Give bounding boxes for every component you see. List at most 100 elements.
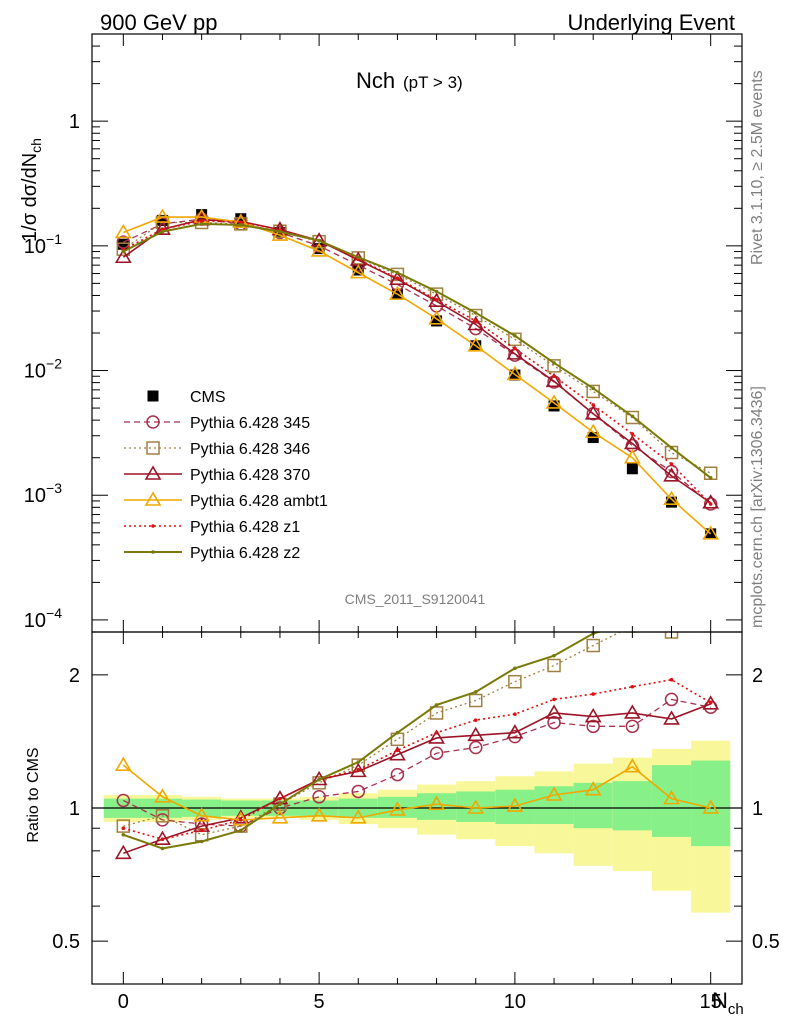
data-point — [548, 400, 560, 412]
main-frame — [91, 33, 743, 633]
data-point — [663, 467, 680, 482]
data-point — [349, 264, 367, 279]
data-point — [506, 365, 524, 381]
header-right: Underlying Event — [567, 10, 735, 35]
x-tick-label: 10 — [504, 991, 526, 1013]
data-point — [545, 394, 563, 409]
data-point — [351, 784, 366, 799]
series-line-z2 — [122, 222, 712, 479]
data-point — [506, 724, 524, 739]
data-point — [708, 475, 713, 480]
data-point — [428, 292, 445, 307]
legend-item-p345: Pythia 6.428 345 — [124, 415, 310, 432]
data-point — [313, 243, 325, 255]
data-point — [547, 658, 561, 673]
data-point — [121, 832, 126, 837]
ratio-y-tick-label: 0.5 — [52, 931, 80, 953]
series-z1 — [121, 219, 713, 506]
ratio-y-tick-label: 2 — [69, 665, 80, 687]
legend-label: Pythia 6.428 345 — [190, 415, 310, 432]
legend-label: CMS — [190, 389, 226, 406]
data-point — [151, 550, 155, 554]
data-point — [114, 248, 132, 264]
data-point — [310, 242, 328, 257]
legend-label: Pythia 6.428 z2 — [190, 545, 300, 562]
data-point — [626, 463, 638, 475]
data-point — [467, 726, 485, 742]
ratio-ylabel: Ratio to CMS — [25, 747, 42, 842]
data-point — [232, 809, 250, 824]
data-point — [117, 238, 129, 250]
main-title-text: Nch — [356, 68, 395, 93]
data-point — [155, 809, 170, 823]
data-point — [702, 494, 720, 509]
data-point — [312, 234, 326, 249]
rivet-label: Rivet 3.1.10, ≥ 2.5M events — [749, 70, 766, 265]
data-point — [352, 264, 364, 276]
data-point — [669, 677, 674, 682]
data-point — [199, 222, 204, 226]
data-point — [630, 684, 635, 689]
series-ambt1 — [114, 208, 720, 540]
data-point — [625, 719, 640, 734]
data-point — [199, 219, 204, 223]
data-point — [584, 405, 602, 420]
data-point — [630, 432, 635, 436]
data-point — [545, 372, 563, 388]
data-point — [395, 748, 400, 753]
data-point — [669, 446, 674, 450]
x-tick-label: 0 — [118, 991, 129, 1013]
data-point — [631, 620, 635, 624]
data-point — [434, 730, 439, 735]
data-point — [663, 490, 680, 505]
stat-band — [534, 786, 574, 825]
y-tick-label: 10−4 — [24, 605, 62, 632]
data-point — [199, 828, 204, 833]
data-point — [513, 333, 517, 338]
x-tick-label: 15 — [700, 991, 722, 1013]
main-ylabel: 1/σ dσ/dNch — [19, 138, 44, 242]
legend-label: Pythia 6.428 370 — [190, 467, 310, 484]
series-p345 — [116, 212, 718, 511]
series-cms — [117, 209, 717, 540]
ratio-y-tick-label-right: 0.5 — [752, 931, 780, 953]
data-point — [591, 403, 596, 407]
data-point — [664, 692, 679, 707]
main-title: Nch (pT > 3) — [356, 68, 463, 93]
data-point — [623, 449, 641, 464]
x-tick-label: 5 — [314, 991, 325, 1013]
data-point — [468, 693, 483, 708]
data-point — [473, 311, 478, 315]
data-point — [238, 223, 243, 227]
main-plot-area — [91, 33, 743, 633]
data-point — [310, 807, 328, 822]
legend-label: Pythia 6.428 z1 — [190, 519, 300, 536]
data-point — [193, 807, 211, 822]
data-point — [160, 837, 165, 842]
data-point — [513, 712, 517, 716]
data-point — [144, 491, 162, 506]
data-point — [623, 758, 641, 773]
legend: CMS Pythia 6.428 345 Pythia 6.428 346 Pythi… — [124, 389, 328, 562]
legend-item-z2: Pythia 6.428 z2 — [124, 545, 300, 562]
data-point — [434, 297, 439, 302]
data-point — [584, 707, 602, 723]
data-point — [278, 796, 282, 801]
data-point — [431, 315, 443, 327]
data-point — [196, 209, 208, 221]
data-point — [389, 746, 406, 761]
data-point — [591, 386, 596, 391]
ratio-y-tick-label: 1 — [69, 798, 80, 820]
data-point — [708, 502, 713, 506]
data-point — [147, 390, 159, 402]
data-point — [666, 496, 678, 508]
series-line-z2 — [122, 632, 602, 850]
data-point — [708, 700, 713, 705]
data-point — [116, 793, 131, 808]
series-p370 — [114, 695, 720, 860]
data-point — [552, 697, 556, 702]
data-point — [434, 703, 439, 707]
data-point — [154, 220, 171, 235]
data-point — [356, 768, 361, 772]
